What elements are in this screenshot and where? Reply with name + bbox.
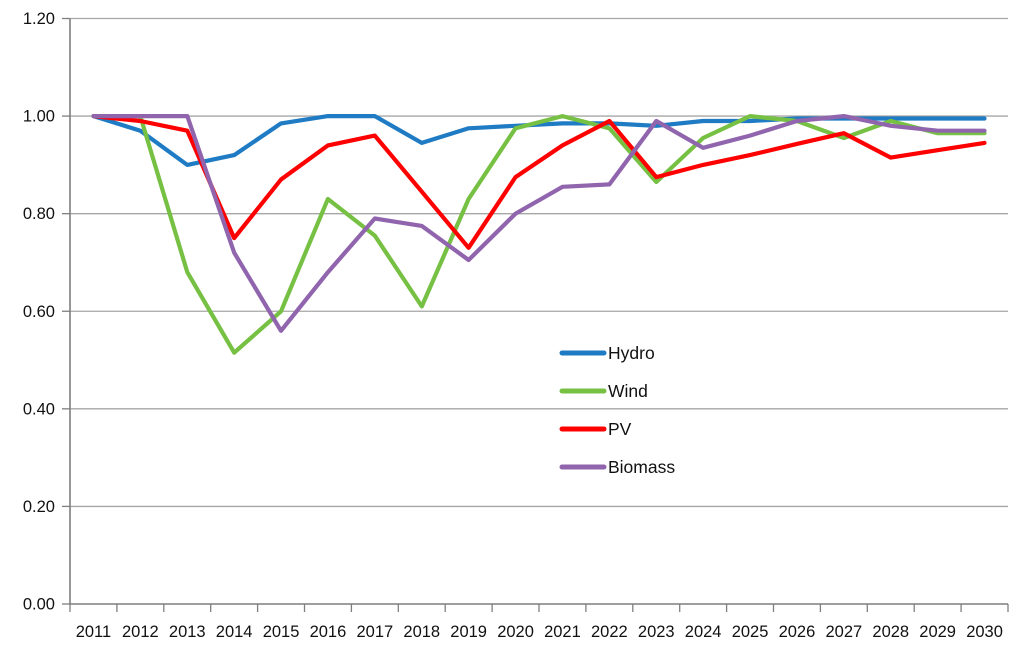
- x-tick-label: 2020: [497, 623, 534, 641]
- x-axis-labels: 2011 2012 2013 2014 2015 2016 2017 2018 2019 2020…: [76, 623, 1003, 641]
- legend-label: PV: [608, 419, 632, 439]
- x-tick-label: 2029: [919, 623, 956, 641]
- series-line-biomass: [91, 113, 987, 333]
- x-tick-label: 2013: [169, 623, 206, 641]
- legend-label: Wind: [608, 381, 648, 401]
- x-tick-label: 2030: [966, 623, 1003, 641]
- x-tick-label: 2028: [872, 623, 909, 641]
- x-tick-label: 2017: [356, 623, 393, 641]
- x-tick-label: 2026: [779, 623, 816, 641]
- legend-label: Hydro: [608, 343, 655, 363]
- legend-item-wind: Wind: [559, 381, 648, 401]
- y-tick-label: 0.40: [23, 400, 55, 418]
- legend: Hydro Wind PV Biomass: [559, 343, 675, 477]
- x-tick-label: 2019: [450, 623, 487, 641]
- legend-item-hydro: Hydro: [559, 343, 655, 363]
- x-tick-label: 2016: [310, 623, 347, 641]
- x-tick-label: 2015: [263, 623, 300, 641]
- x-tick-label: 2011: [76, 623, 111, 641]
- gridlines: [70, 17, 1008, 508]
- y-axis-labels: 0.00 0.20 0.40 0.60 0.80 1.00 1.20: [23, 10, 55, 614]
- y-tick-label: 1.00: [23, 108, 55, 126]
- x-tick-label: 2014: [216, 623, 253, 641]
- x-tick-label: 2027: [825, 623, 862, 641]
- y-tick-label: 0.60: [23, 303, 55, 321]
- y-tick-label: 0.80: [23, 205, 55, 223]
- legend-label: Biomass: [608, 457, 675, 477]
- x-tick-label: 2022: [591, 623, 628, 641]
- legend-item-pv: PV: [559, 419, 632, 439]
- y-tick-label: 1.20: [23, 10, 55, 28]
- x-tick-label: 2021: [544, 623, 581, 641]
- y-tick-label: 0.00: [23, 596, 55, 614]
- x-tick-label: 2025: [732, 623, 769, 641]
- x-tick-label: 2023: [638, 623, 675, 641]
- legend-item-biomass: Biomass: [559, 457, 675, 477]
- axes: [62, 17, 1009, 612]
- x-tick-label: 2018: [403, 623, 440, 641]
- data-series: [91, 113, 987, 355]
- y-tick-label: 0.20: [23, 498, 55, 516]
- x-tick-label: 2012: [122, 623, 159, 641]
- series-line-pv: [91, 113, 987, 250]
- x-tick-label: 2024: [685, 623, 722, 641]
